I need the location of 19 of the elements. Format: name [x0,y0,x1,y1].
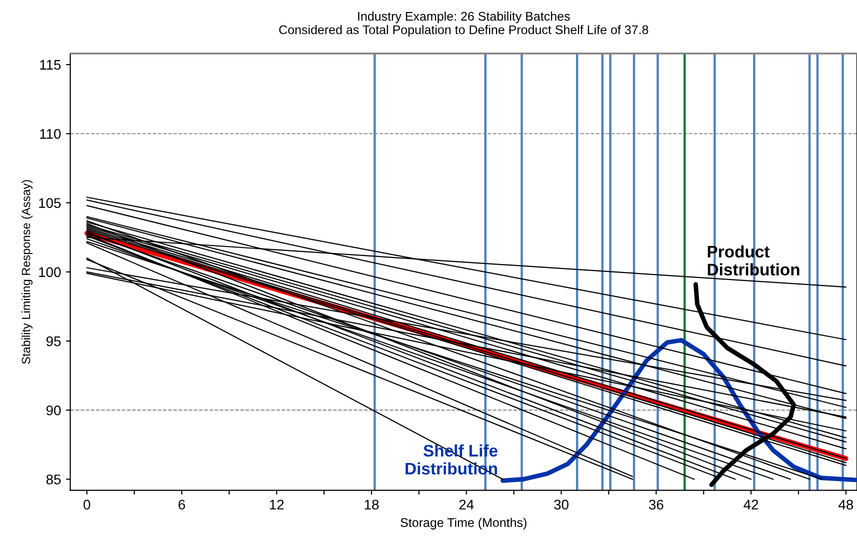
x-tick-label: 30 [554,500,568,510]
y-tick-label: 100 [39,267,61,278]
x-tick-label: 18 [364,500,379,510]
x-tick-label: 24 [459,500,474,510]
y-tick-label: 115 [40,60,61,70]
y-axis-title: Stability Limiting Response (Assay) [22,180,33,364]
x-tick-label: 12 [270,500,284,510]
chart-title: Industry Example: 26 Stability Batches Considered as Total Population to Define Product Shelf Life of 37.8 [279,12,648,37]
x-tick-label: 48 [838,500,854,510]
x-tick-label: 0 [84,500,90,510]
x-tick-label: 36 [648,500,664,510]
y-tick-label: 105 [39,198,61,208]
y-tick-label: 90 [46,405,61,416]
x-tick-label: 42 [744,500,758,510]
y-tick-label: 110 [40,129,61,139]
x-axis-title: Storage Time (Months) [400,518,526,530]
x-tick-label: 6 [178,500,186,510]
y-tick-label: 85 [46,474,61,484]
y-tick-label: 95 [46,336,61,346]
